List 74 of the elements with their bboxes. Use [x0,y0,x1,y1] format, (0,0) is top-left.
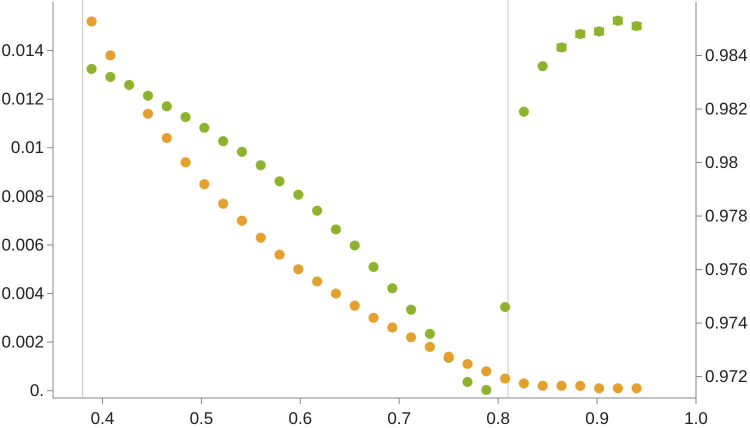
point [368,262,379,272]
x-tick-label: 0.4 [90,409,114,428]
point [481,384,492,396]
point [180,157,191,168]
point [256,232,266,243]
point [612,383,623,394]
point [575,380,586,391]
point [142,90,154,101]
point [556,380,567,391]
y-tick-label: 0. [30,381,44,400]
y-tick-label: 0.012 [1,90,44,109]
y2-tick-label: 0.976 [705,260,748,280]
point [462,358,473,370]
point [199,122,210,133]
point [462,376,473,387]
point [406,332,416,342]
point [481,366,492,376]
point [236,146,247,157]
point [500,302,510,312]
y2-tick-label: 0.984 [705,46,748,65]
point [594,383,604,394]
x-tick-label: 1.0 [684,409,708,428]
point [330,288,341,299]
point [105,50,116,60]
point [236,216,247,226]
point [180,112,191,122]
point [218,136,228,146]
point [518,378,529,388]
point [538,380,548,391]
point [518,106,529,117]
y-tick-label: 0.008 [1,186,44,206]
point [124,80,134,90]
x-tick-label: 0.6 [288,409,312,428]
point [350,300,360,311]
point [293,190,304,200]
point [387,283,398,294]
point [406,304,416,315]
y-tick-label: 0.01 [10,138,44,158]
point [218,198,228,209]
point [86,64,97,74]
point [274,176,285,186]
point [350,240,360,251]
point [199,179,210,190]
point [312,206,322,216]
point [162,101,172,112]
point [86,16,97,26]
x-tick-label: 0.7 [387,409,412,428]
x-tick-label: 0.8 [486,409,510,428]
point [500,374,510,384]
point [312,276,322,286]
point [424,328,435,339]
point [293,264,304,274]
y2-tick-label: 0.982 [705,99,748,118]
point [256,160,266,170]
point [368,312,379,323]
point [142,108,154,119]
point [424,342,435,352]
x-tick-label: 0.9 [585,409,609,428]
x-tick-label: 0.5 [190,409,214,428]
point [162,133,172,144]
y2-tick-label: 0.978 [705,206,748,226]
y2-tick-label: 0.972 [705,367,748,386]
point [330,224,341,234]
y2-tick-label: 0.98 [705,152,738,172]
y-tick-label: 0.004 [1,284,44,303]
y2-tick-label: 0.974 [705,314,748,333]
y-tick-label: 0.014 [1,41,44,60]
y-tick-label: 0.002 [1,332,44,352]
point [387,322,398,333]
point [274,250,285,260]
point [105,72,116,82]
y-tick-label: 0.006 [1,235,44,254]
point [538,61,548,72]
point [632,383,642,394]
